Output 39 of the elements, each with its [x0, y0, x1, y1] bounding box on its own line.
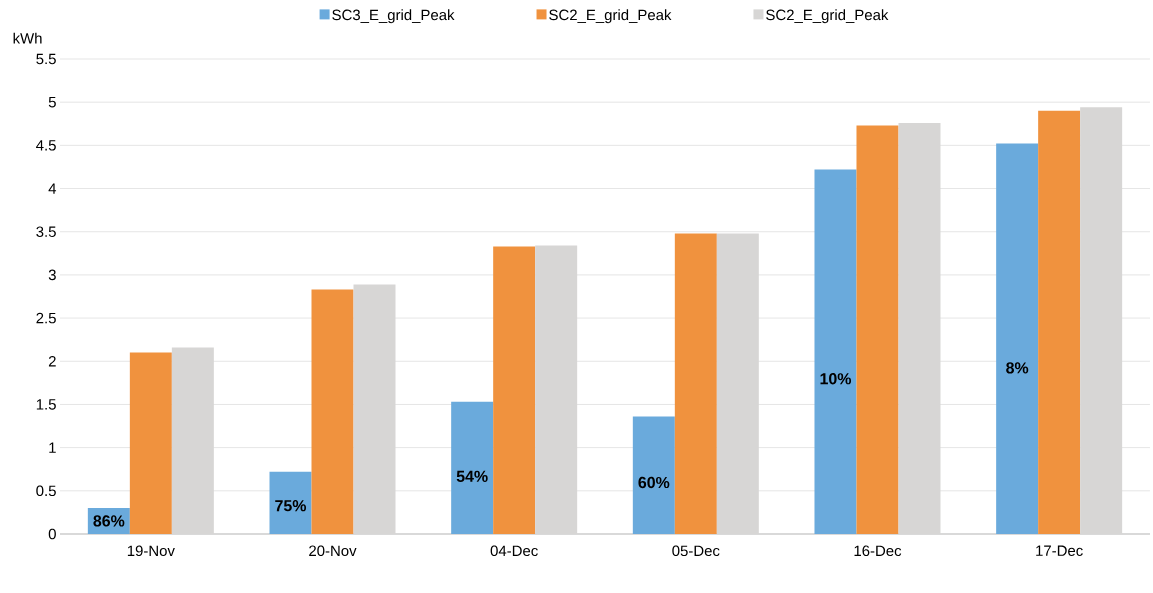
y-axis-title: kWh: [13, 32, 42, 44]
y-tick-label: 2.5: [36, 312, 56, 324]
annotation: 60%: [638, 476, 670, 489]
y-tick-label: 4.5: [36, 140, 56, 151]
x-tick-label: 19-Nov: [127, 545, 175, 557]
y-tick-label: 1.5: [36, 399, 56, 410]
x-tick-label: 16-Dec: [854, 545, 902, 557]
annotation: 75%: [275, 500, 307, 512]
y-tick-label: 5: [48, 96, 56, 108]
legend-label: SC3_E_grid_Peak: [332, 9, 455, 24]
bar: [269, 471, 312, 534]
annotation: 86%: [93, 515, 125, 527]
bar: [996, 143, 1039, 534]
y-tick-label: 4: [48, 183, 57, 194]
legend-label: SC2_E_grid_Peak: [549, 9, 672, 24]
legend-label: SC2_E_grid_Peak: [766, 9, 889, 24]
y-tick-label: 0: [48, 528, 56, 540]
x-tick-label: 17-Dec: [1036, 545, 1083, 556]
x-tick-label: 05-Dec: [672, 545, 720, 557]
bar: [674, 233, 717, 534]
y-tick-label: 3.5: [36, 226, 56, 237]
y-tick-label: 1: [49, 442, 56, 453]
bar: [451, 401, 494, 534]
bar: [1038, 110, 1081, 534]
bar: [311, 289, 354, 534]
x-tick-label: 20-Nov: [309, 545, 357, 557]
bar: [129, 352, 172, 534]
x-tick-label: 04-Dec: [490, 545, 538, 557]
annotation: 54%: [456, 470, 488, 482]
annotation: 10%: [820, 373, 852, 385]
bar: [856, 125, 899, 534]
bar: [814, 169, 857, 534]
bar: [632, 416, 675, 534]
y-tick-label: 5.5: [36, 53, 56, 65]
y-tick-label: 3: [48, 269, 56, 281]
y-tick-label: 2: [48, 356, 56, 367]
annotation: 8%: [1006, 362, 1029, 374]
bar: [493, 246, 536, 534]
y-tick-label: 0.5: [36, 485, 56, 497]
